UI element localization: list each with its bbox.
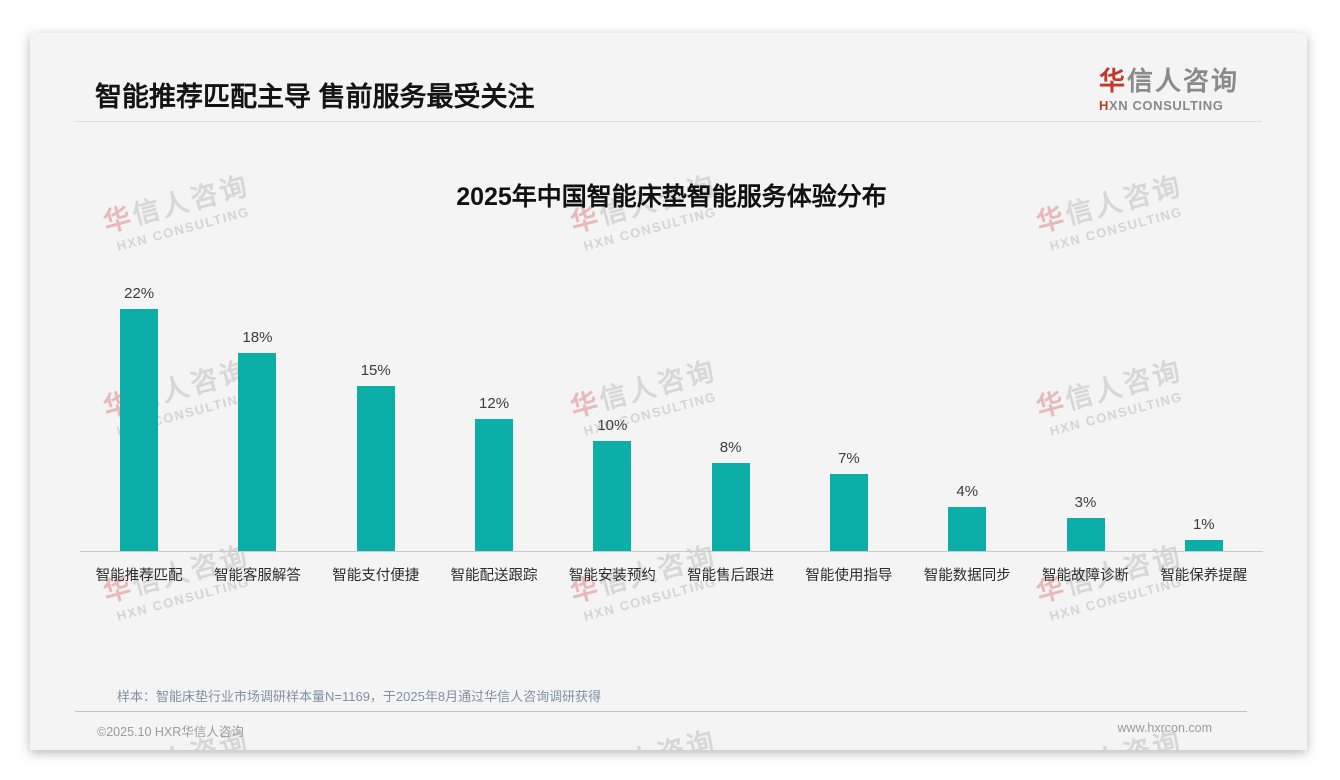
category-label: 智能支付便捷: [332, 568, 420, 584]
category-label: 智能售后跟进: [687, 568, 775, 584]
category-label: 智能保养提醒: [1160, 568, 1248, 584]
bar-value-label: 18%: [242, 329, 273, 346]
logo: 华信人咨询 HXN CONSULTING: [1099, 61, 1239, 113]
bar: [120, 309, 159, 551]
category-label: 智能推荐匹配: [95, 568, 183, 584]
website-url: www.hxrcon.com: [1117, 721, 1212, 735]
bar: [356, 386, 395, 551]
bar-value-label: 22%: [124, 285, 155, 302]
bar-slot: 1%: [1145, 516, 1263, 551]
bar-slot: 15%: [317, 362, 435, 551]
copyright-text: ©2025.10 HXR华信人咨询: [97, 725, 244, 739]
bar-slot: 18%: [198, 329, 316, 551]
bar-value-label: 8%: [719, 439, 742, 456]
logo-en-text: HXN CONSULTING: [1099, 98, 1239, 113]
bar-value-label: 15%: [360, 362, 391, 379]
bar-slot: 7%: [790, 450, 908, 551]
logo-cn-accent: 华: [1098, 66, 1127, 96]
bar-value-label: 4%: [956, 483, 979, 500]
category-label: 智能安装预约: [568, 568, 656, 584]
bar-slot: 8%: [671, 439, 789, 551]
bar-value-label: 7%: [838, 450, 860, 467]
page-title: 智能推荐匹配主导 售前服务最受关注: [95, 82, 535, 112]
bar: [948, 507, 987, 551]
bar-slot: 22%: [80, 285, 198, 551]
bar-value-label: 3%: [1074, 494, 1097, 511]
bar-slot: 10%: [553, 417, 671, 551]
bar-value-label: 10%: [597, 417, 628, 434]
bar: [1184, 540, 1223, 551]
bar-value-label: 1%: [1192, 516, 1215, 533]
slide-card: 华信人咨询 HXN CONSULTING 华信人咨询 HXN CONSULTING 华信…: [30, 33, 1307, 750]
category-label: 智能故障诊断: [1042, 568, 1130, 584]
footer-divider: [75, 711, 1247, 712]
bar: [829, 474, 868, 551]
footer: ©2025.10 HXR华信人咨询 www.hxrcon.com: [97, 721, 1212, 740]
bar-value-label: 12%: [479, 395, 510, 412]
bar-slot: 4%: [908, 483, 1026, 551]
chart-title: 2025年中国智能床垫智能服务体验分布: [456, 183, 887, 211]
bar: [238, 353, 277, 551]
category-label: 智能客服解答: [213, 568, 301, 584]
logo-cn-text: 华信人咨询: [1099, 61, 1239, 98]
bar-plot: 22% 18% 15% 12% 10% 8% 7% 4% 3% 1%: [80, 262, 1263, 552]
bar: [1066, 518, 1105, 551]
sample-footnote: 样本：智能床垫行业市场调研样本量N=1169，于2025年8月通过华信人咨询调研…: [117, 689, 602, 704]
logo-cn-rest: 信人咨询: [1126, 66, 1239, 96]
bar: [475, 419, 514, 551]
logo-en-rest: XN CONSULTING: [1108, 98, 1224, 113]
bar: [593, 441, 632, 551]
category-label: 智能配送跟踪: [450, 568, 538, 584]
category-label: 智能使用指导: [805, 568, 893, 584]
category-axis: 智能推荐匹配 智能客服解答 智能支付便捷 智能配送跟踪 智能安装预约 智能售后跟进 智能使用…: [80, 564, 1263, 585]
category-label: 智能数据同步: [923, 568, 1011, 584]
bar-slot: 3%: [1026, 494, 1144, 551]
bar: [711, 463, 750, 551]
header-divider: [75, 121, 1262, 122]
logo-en-accent: H: [1098, 98, 1109, 113]
bar-slot: 12%: [435, 395, 553, 551]
